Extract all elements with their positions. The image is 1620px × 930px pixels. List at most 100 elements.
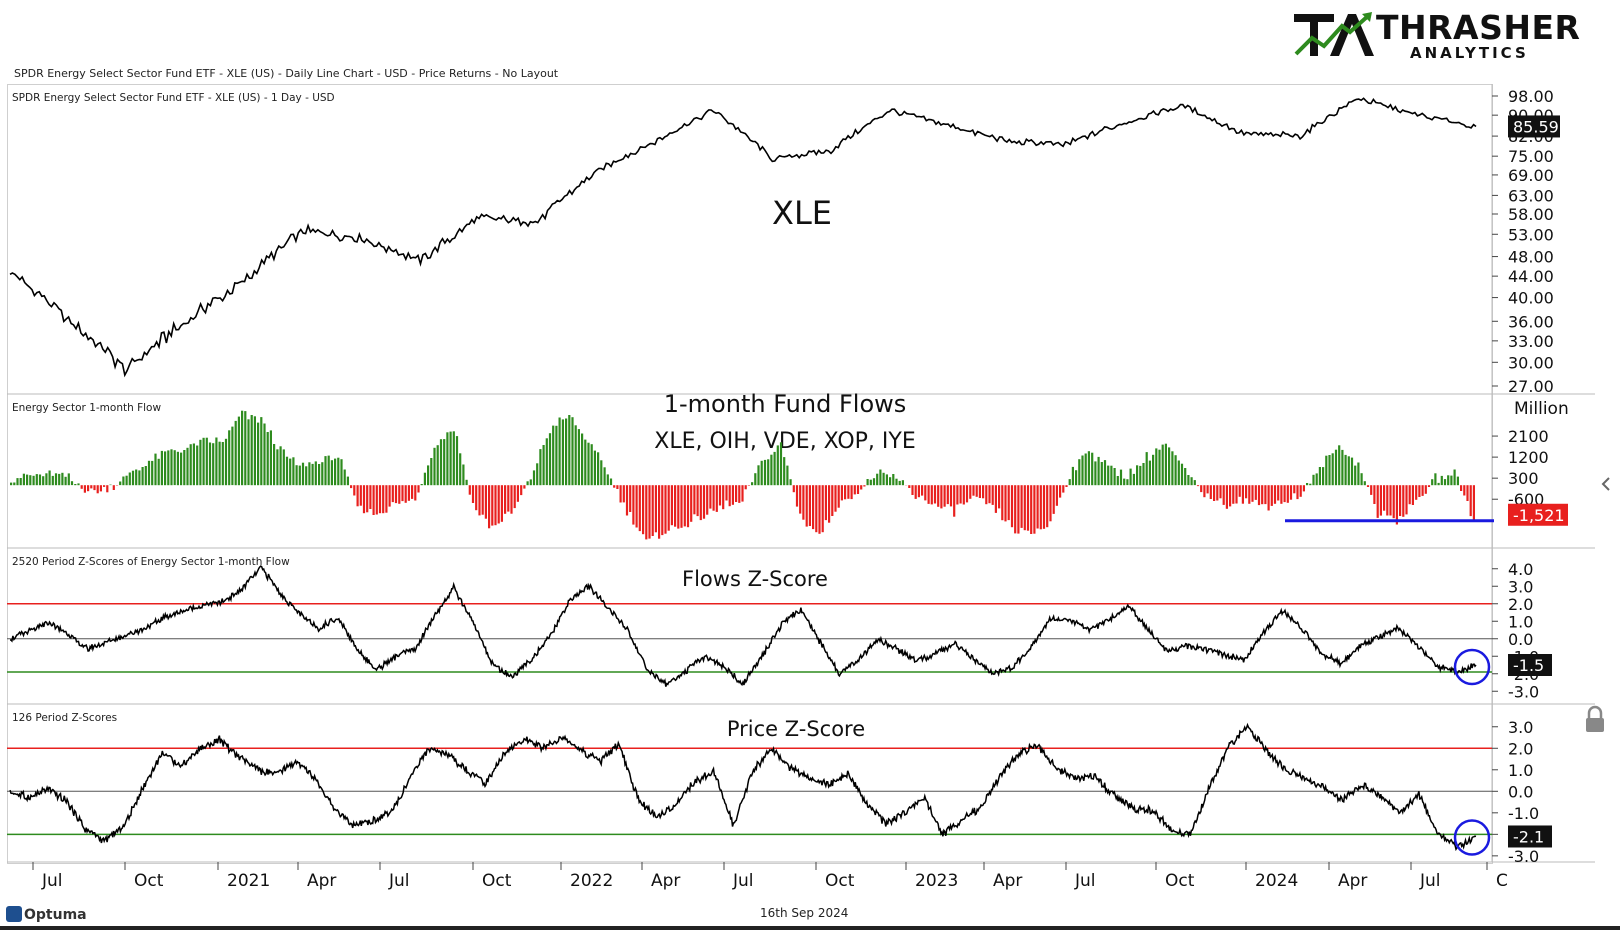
- flow-bar: [1325, 455, 1328, 486]
- price-z-last-value: -2.1: [1513, 827, 1544, 846]
- flow-bar: [561, 419, 564, 486]
- flow-bar: [1283, 485, 1286, 503]
- flow-bar: [93, 485, 96, 491]
- flow-bar: [417, 485, 420, 493]
- y-tick-label: -1.0: [1508, 804, 1539, 823]
- flow-bar: [1434, 473, 1437, 486]
- flow-bar: [882, 472, 885, 486]
- flow-bar: [686, 485, 690, 528]
- flow-bar: [1180, 463, 1184, 486]
- flow-bar: [1334, 449, 1338, 486]
- flow-bar: [61, 472, 64, 486]
- flow-bar: [1427, 485, 1431, 487]
- flow-bar: [638, 485, 641, 532]
- collapse-panel-icon[interactable]: [1601, 477, 1610, 491]
- flow-bar: [1081, 455, 1084, 486]
- flow-bar: [735, 485, 738, 502]
- flow-bar: [1174, 455, 1177, 486]
- flow-bar: [536, 463, 539, 486]
- flow-bar: [1014, 485, 1017, 534]
- flow-bar: [212, 443, 215, 486]
- x-tick-label: Oct: [134, 871, 164, 891]
- flow-bar: [1408, 485, 1411, 505]
- flow-bar: [577, 429, 580, 486]
- flow-bar: [866, 479, 869, 486]
- flow-bar: [863, 485, 866, 487]
- flow-bar: [285, 456, 289, 486]
- x-tick-label: Apr: [993, 871, 1022, 891]
- flow-bar: [378, 485, 382, 514]
- flow-bar: [709, 485, 712, 509]
- flow-bar: [1411, 485, 1414, 505]
- flow-bar: [45, 473, 48, 486]
- flow-bar: [645, 485, 648, 540]
- flow-bar: [609, 478, 613, 486]
- flow-bar: [568, 415, 571, 486]
- flow-bar: [1418, 485, 1421, 497]
- flow-bar: [597, 452, 600, 486]
- flow-bar: [74, 484, 77, 486]
- flow-z-title: Flows Z-Score: [682, 567, 828, 591]
- flow-bar: [744, 485, 747, 490]
- flow-bar: [969, 485, 972, 499]
- footer-date: 16th Sep 2024: [760, 906, 849, 920]
- flow-bar: [449, 431, 452, 486]
- flow-bar: [372, 485, 375, 515]
- flow-bar: [1055, 485, 1058, 506]
- flow-bar: [779, 442, 783, 486]
- flow-bar: [1046, 485, 1049, 528]
- flow-bar: [1075, 470, 1078, 486]
- flow-bar: [840, 485, 843, 501]
- flow-bar: [943, 485, 946, 507]
- flow-bar: [1456, 476, 1459, 486]
- flow-bar: [654, 485, 657, 533]
- flow-bar: [552, 425, 555, 486]
- logo-sub: ANALYTICS: [1410, 44, 1529, 62]
- y-tick-label: 75.00: [1508, 147, 1554, 166]
- flow-bar: [1431, 479, 1434, 486]
- flow-bar: [1251, 485, 1254, 502]
- flow-bar: [51, 475, 54, 486]
- flow-bar: [802, 485, 805, 520]
- flow-bar: [1386, 485, 1389, 516]
- flow-bar: [1389, 485, 1392, 516]
- flow-bar: [1010, 485, 1014, 528]
- flow-bar: [22, 473, 25, 486]
- flow-bar: [872, 478, 876, 486]
- flow-bar: [362, 485, 366, 514]
- flow-bar: [164, 451, 167, 486]
- flow-bar: [953, 485, 956, 517]
- y-tick-label: 300: [1508, 469, 1539, 488]
- flow-bar: [898, 480, 901, 486]
- flow-bar: [1331, 453, 1334, 486]
- flow-bar: [1184, 468, 1187, 486]
- y-tick-label: 69.00: [1508, 166, 1554, 185]
- flow-bar: [455, 436, 459, 486]
- xle-price-line: [9, 97, 1477, 378]
- flow-bar: [234, 420, 237, 486]
- flow-bar: [548, 433, 552, 486]
- flow-bar: [308, 462, 311, 486]
- flow-bar: [346, 476, 349, 486]
- flow-bar: [1065, 485, 1068, 487]
- x-tick-label: Jul: [1074, 871, 1096, 891]
- flow-bar: [635, 485, 638, 528]
- flows-subtitle: XLE, OIH, VDE, XOP, IYE: [654, 429, 916, 454]
- flow-bar: [1107, 465, 1110, 486]
- flow-bar: [497, 485, 500, 524]
- flow-bar: [340, 459, 343, 486]
- flows-title: 1-month Fund Flows: [664, 390, 907, 418]
- y-tick-label: 98.00: [1508, 87, 1554, 106]
- flow-bar: [539, 449, 542, 486]
- flow-bar: [978, 485, 981, 498]
- flow-bar: [221, 442, 224, 486]
- flow-bar: [301, 462, 305, 486]
- flow-bar: [702, 485, 706, 519]
- flow-bar: [975, 485, 978, 497]
- flow-bar: [674, 485, 677, 527]
- flow-bar: [985, 485, 988, 505]
- flow-bar: [523, 485, 526, 489]
- lock-icon[interactable]: [1586, 705, 1604, 732]
- flow-bar: [394, 485, 398, 504]
